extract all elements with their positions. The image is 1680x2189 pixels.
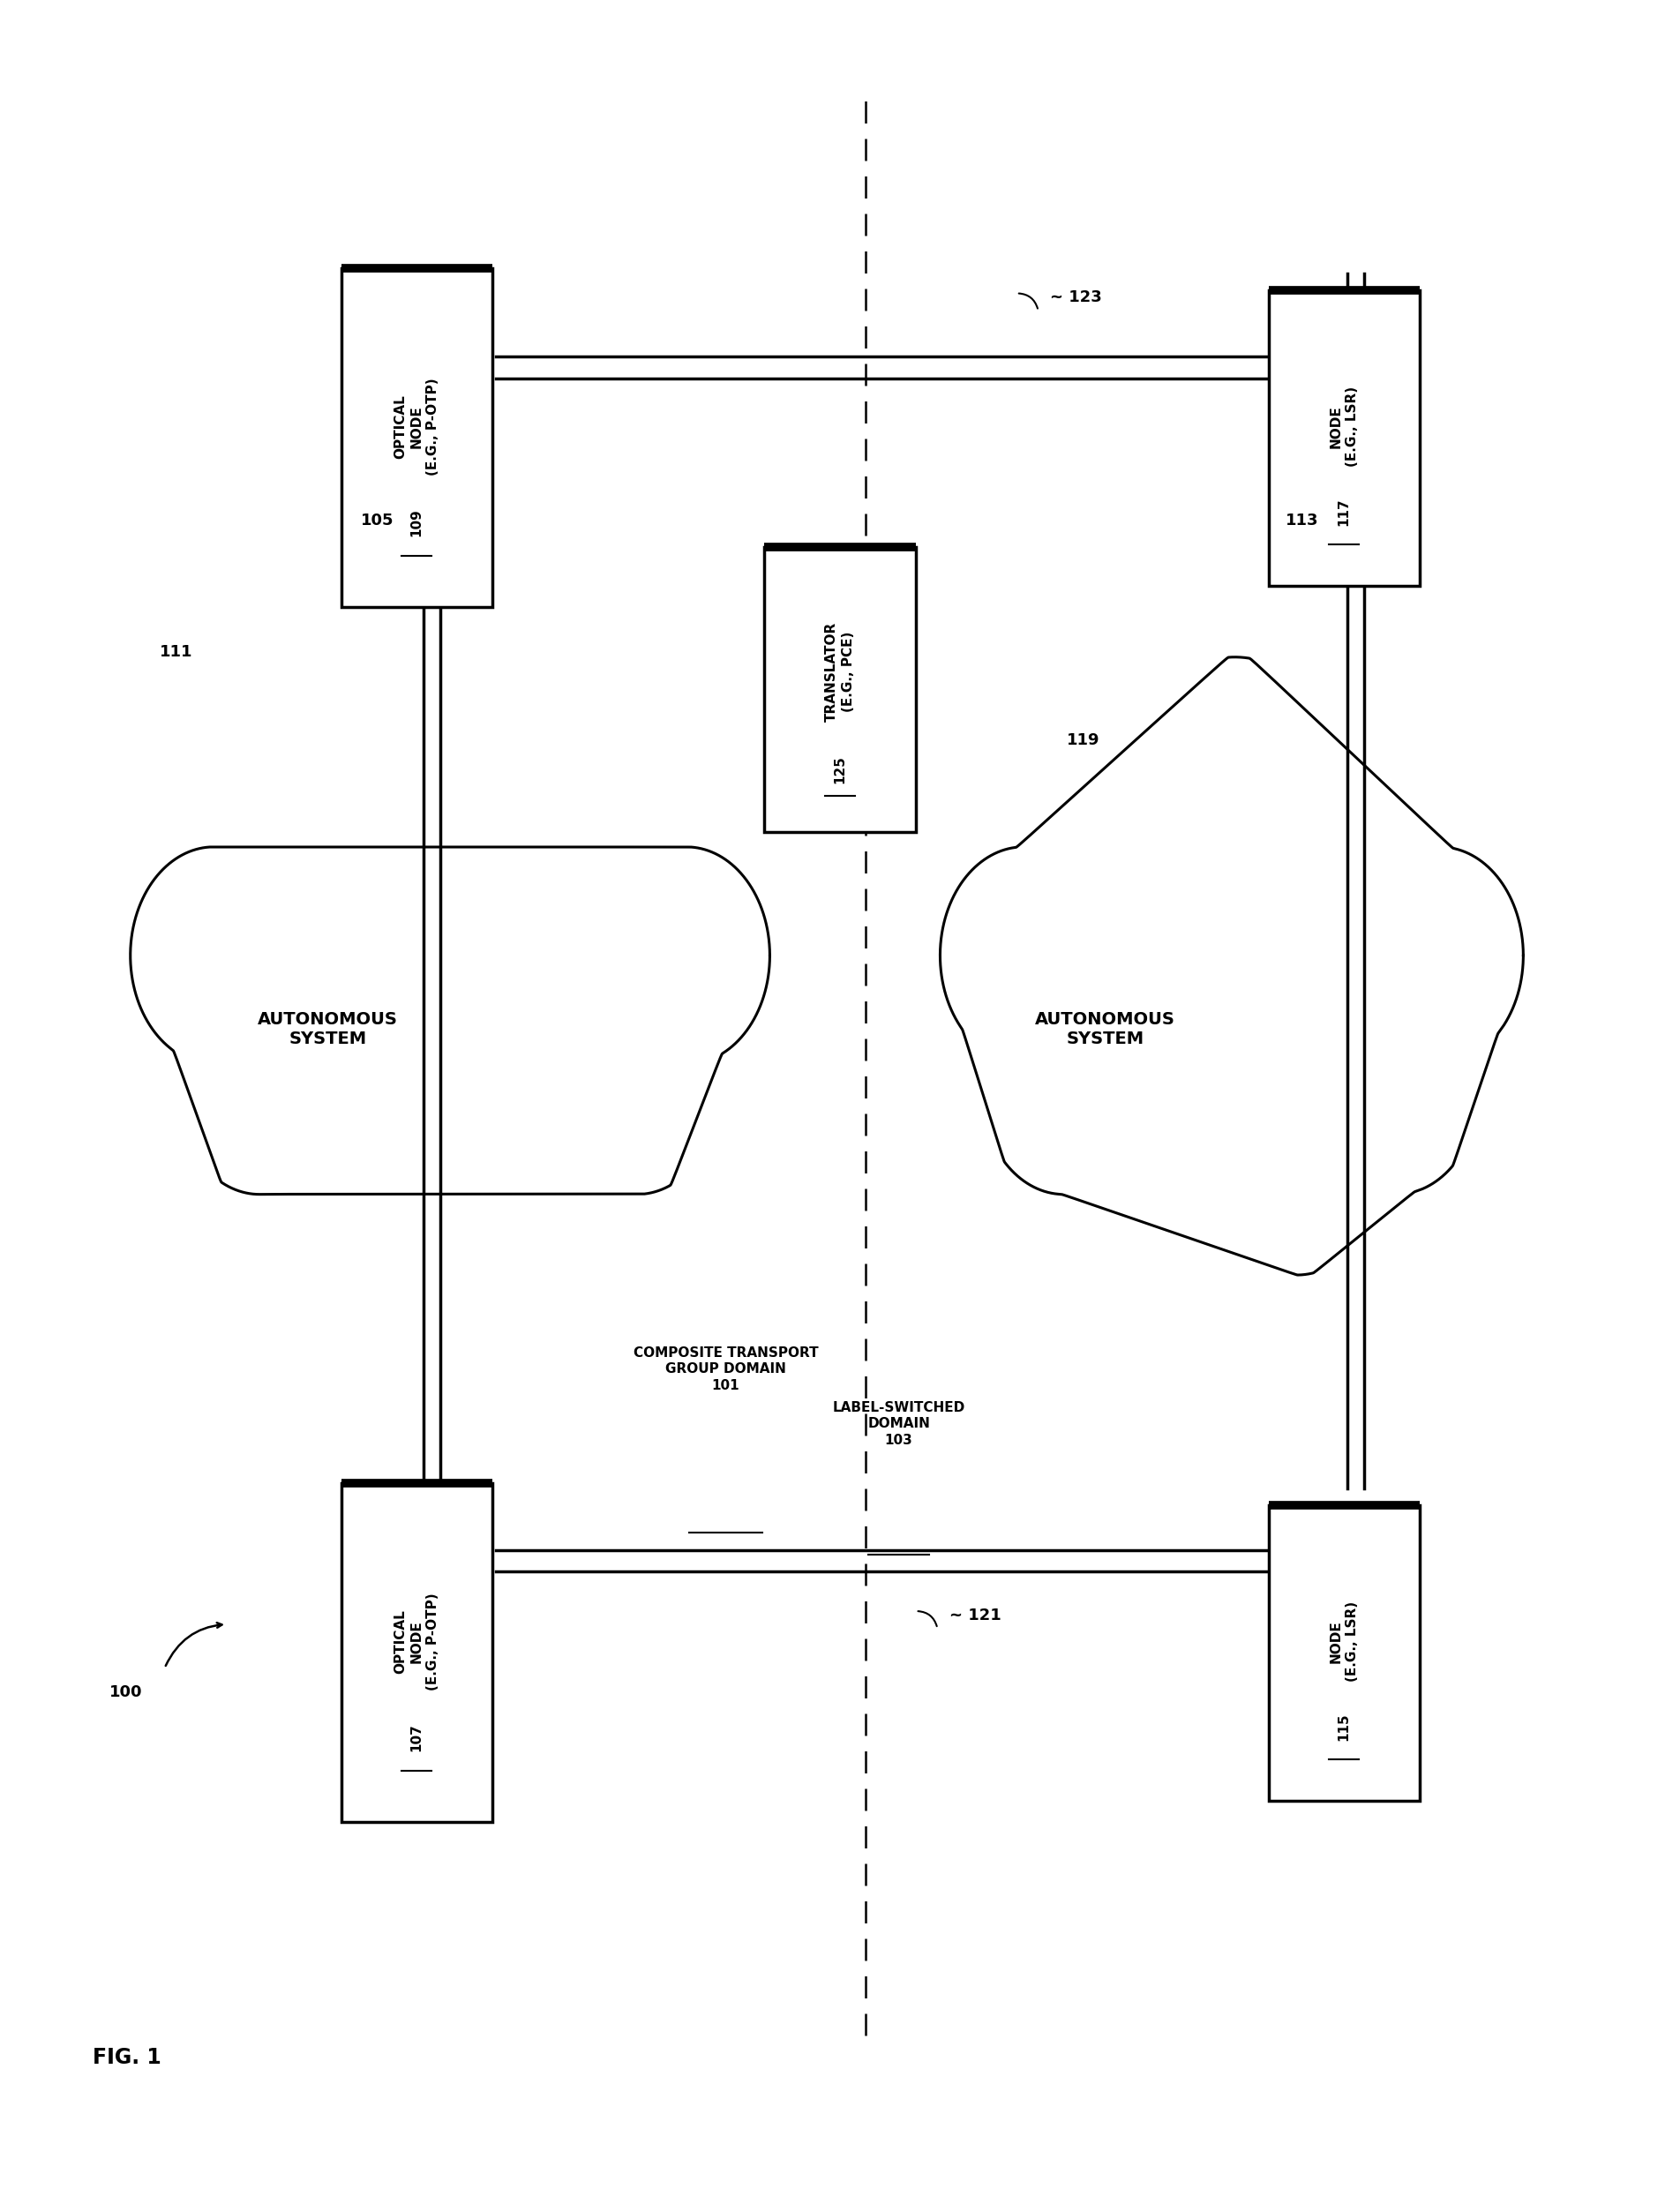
Text: 100: 100 [109, 1683, 143, 1701]
FancyBboxPatch shape [1268, 289, 1420, 587]
Circle shape [1356, 847, 1524, 1064]
Text: TRANSLATOR
(E.G., PCE): TRANSLATOR (E.G., PCE) [825, 622, 855, 722]
Circle shape [438, 1051, 610, 1274]
Text: AUTONOMOUS
SYSTEM: AUTONOMOUS SYSTEM [257, 1011, 398, 1046]
Circle shape [502, 736, 687, 976]
Text: NODE
(E.G., LSR): NODE (E.G., LSR) [1329, 1602, 1359, 1681]
Text: 117: 117 [1337, 497, 1351, 525]
Text: NODE
(E.G., LSR): NODE (E.G., LSR) [1329, 387, 1359, 466]
Text: 109: 109 [410, 508, 423, 536]
Circle shape [227, 736, 412, 976]
Text: OPTICAL
NODE
(E.G., P-OTP): OPTICAL NODE (E.G., P-OTP) [393, 1594, 440, 1690]
Circle shape [131, 847, 297, 1064]
Text: AUTONOMOUS
SYSTEM: AUTONOMOUS SYSTEM [1035, 1011, 1176, 1046]
Text: FIG. 1: FIG. 1 [92, 2047, 161, 2069]
Text: ~ 123: ~ 123 [1050, 289, 1102, 306]
FancyBboxPatch shape [1268, 1506, 1420, 1799]
Text: 125: 125 [833, 755, 847, 784]
Text: ~ 121: ~ 121 [949, 1607, 1001, 1624]
Text: 111: 111 [160, 644, 193, 661]
Text: 115: 115 [1337, 1712, 1351, 1740]
Text: OPTICAL
NODE
(E.G., P-OTP): OPTICAL NODE (E.G., P-OTP) [393, 379, 440, 475]
Circle shape [1117, 657, 1352, 963]
Circle shape [1092, 1051, 1265, 1274]
FancyBboxPatch shape [341, 269, 492, 609]
Circle shape [1267, 736, 1452, 976]
FancyBboxPatch shape [341, 1484, 492, 1821]
Text: COMPOSITE TRANSPORT
GROUP DOMAIN
101: COMPOSITE TRANSPORT GROUP DOMAIN 101 [633, 1346, 818, 1392]
Text: LABEL-SWITCHED
DOMAIN
103: LABEL-SWITCHED DOMAIN 103 [833, 1401, 964, 1447]
FancyBboxPatch shape [764, 547, 916, 832]
Text: 105: 105 [361, 512, 395, 530]
Text: 107: 107 [410, 1723, 423, 1751]
Circle shape [176, 976, 343, 1195]
Circle shape [981, 976, 1147, 1195]
Circle shape [941, 847, 1107, 1064]
Circle shape [554, 976, 721, 1195]
Circle shape [336, 657, 571, 963]
Text: 119: 119 [1067, 731, 1100, 749]
Circle shape [1314, 976, 1480, 1195]
Circle shape [304, 1051, 477, 1274]
Text: 113: 113 [1285, 512, 1319, 530]
Circle shape [603, 847, 769, 1064]
Circle shape [1025, 736, 1210, 976]
Circle shape [1211, 1051, 1383, 1274]
